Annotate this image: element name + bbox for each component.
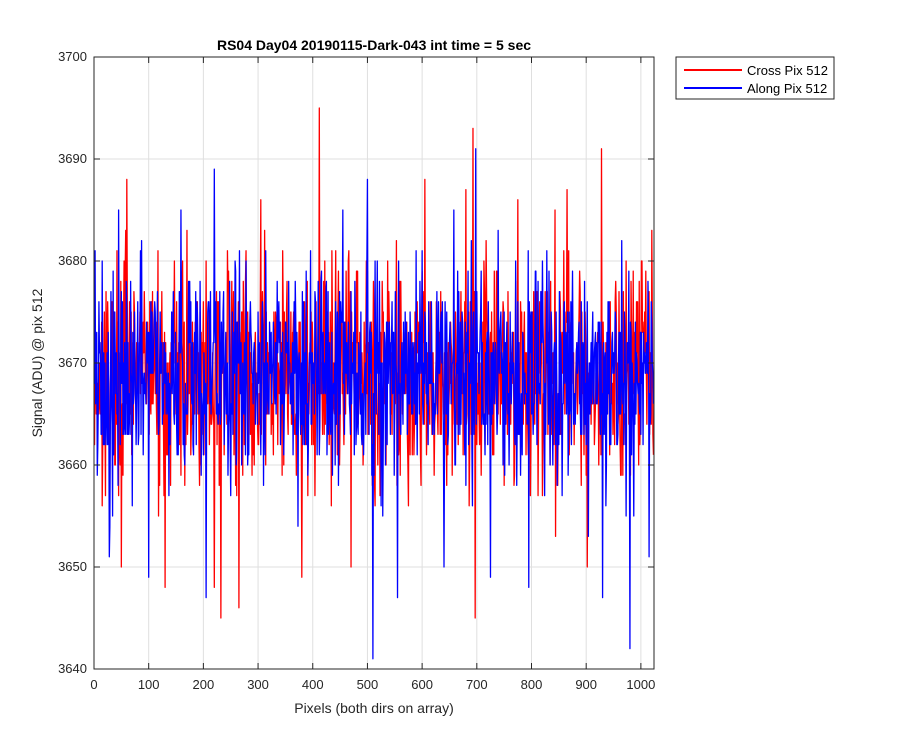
x-tick-label: 200 [193,677,215,692]
series-layer [94,107,654,660]
series-line-along-pix [94,148,654,660]
y-tick-label: 3650 [58,559,87,574]
y-tick-label: 3680 [58,253,87,268]
x-tick-label: 600 [411,677,433,692]
x-axis-title: Pixels (both dirs on array) [294,700,454,716]
x-tick-label: 100 [138,677,160,692]
y-tick-label: 3690 [58,151,87,166]
x-tick-label: 300 [247,677,269,692]
chart-title: RS04 Day04 20190115-Dark-043 int time = … [217,37,531,53]
y-tick-label: 3640 [58,661,87,676]
y-tick-label: 3670 [58,355,87,370]
legend: Cross Pix 512 Along Pix 512 [675,56,835,100]
x-tick-label: 800 [521,677,543,692]
x-tick-label: 700 [466,677,488,692]
ticks: 0 100 200 300 400 500 600 700 800 900 1000 3640 3650… [58,49,655,692]
plot-region [94,107,654,660]
x-tick-label: 900 [575,677,597,692]
legend-box [675,56,835,100]
y-tick-label: 3660 [58,457,87,472]
y-axis-title: Signal (ADU) @ pix 512 [29,288,45,437]
x-tick-label: 1000 [626,677,655,692]
y-tick-label: 3700 [58,49,87,64]
x-tick-label: 400 [302,677,324,692]
series-line-cross-pix [94,107,654,619]
legend-label-cross: Cross Pix 512 [747,63,828,78]
legend-label-along: Along Pix 512 [747,81,827,96]
x-tick-label: 500 [357,677,379,692]
x-tick-label: 0 [90,677,97,692]
